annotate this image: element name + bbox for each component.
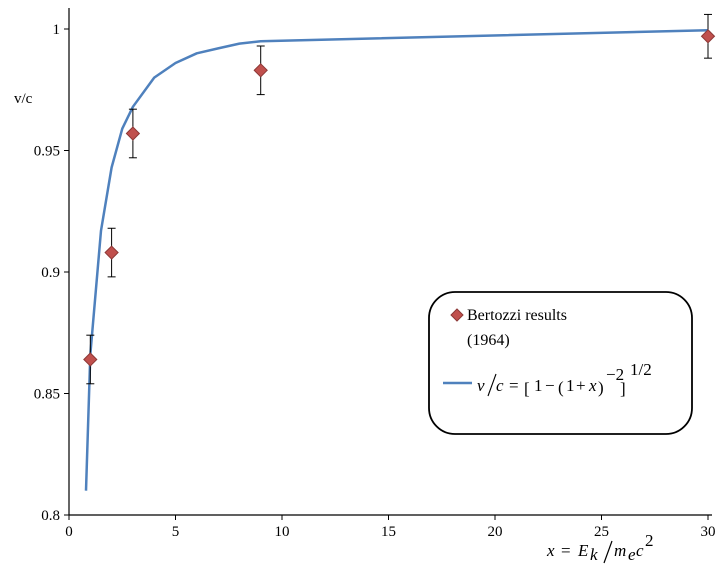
svg-text:x: x — [588, 376, 597, 395]
x-axis-title: x = E k m e c 2 — [546, 531, 654, 564]
x-tick-label: 20 — [488, 524, 503, 540]
svg-text:c: c — [496, 376, 504, 395]
legend-scatter-label-line1: Bertozzi results — [467, 307, 567, 324]
svg-text:): ) — [598, 378, 604, 397]
diamond-marker — [83, 352, 98, 367]
diamond-marker — [700, 29, 716, 44]
svg-text:k: k — [590, 545, 598, 564]
legend-diamond-marker — [450, 308, 464, 322]
y-tick-label: 0.8 — [41, 508, 60, 524]
diamond-marker — [253, 63, 268, 78]
data-point — [700, 13, 716, 59]
x-tick-label: 30 — [701, 524, 716, 540]
x-tick-label: 15 — [381, 524, 396, 540]
svg-text:1: 1 — [534, 376, 543, 395]
svg-text:m: m — [614, 541, 626, 560]
legend: Bertozzi results (1964) v c = [ 1 − ( 1 … — [428, 291, 693, 435]
svg-text:e: e — [628, 545, 636, 564]
svg-text:]: ] — [620, 379, 626, 398]
y-tick-label: 1 — [53, 22, 61, 38]
data-point — [104, 227, 119, 278]
y-tick-label: 0.95 — [34, 144, 60, 160]
svg-text:1/2: 1/2 — [630, 360, 652, 379]
svg-text:1: 1 — [566, 376, 575, 395]
data-point — [125, 108, 141, 159]
legend-line-label: v c = [ 1 − ( 1 + x ) −2 ] 1/2 — [477, 360, 652, 398]
svg-text:=: = — [509, 376, 519, 395]
diamond-marker — [125, 126, 141, 141]
data-point — [253, 45, 268, 96]
svg-text:x: x — [546, 541, 555, 560]
x-tick-label: 10 — [275, 524, 290, 540]
svg-text:E: E — [577, 541, 589, 560]
data-point — [83, 334, 98, 385]
svg-text:2: 2 — [645, 531, 654, 550]
svg-text:−2: −2 — [606, 365, 624, 384]
x-tick-label: 5 — [172, 524, 180, 540]
x-ticks: 0 5 10 15 20 25 30 — [65, 515, 716, 540]
svg-text:v: v — [477, 376, 485, 395]
x-tick-label: 0 — [65, 524, 73, 540]
y-tick-label: 0.85 — [34, 387, 60, 403]
y-tick-label: 0.9 — [41, 265, 60, 281]
axes — [68, 8, 712, 516]
legend-scatter-label-line2: (1964) — [467, 332, 510, 349]
y-axis-title: v/c — [14, 91, 33, 107]
y-ticks: 0.8 0.85 0.9 0.95 1 — [34, 22, 69, 524]
svg-text:(: ( — [558, 378, 564, 397]
svg-text:[: [ — [524, 379, 530, 398]
diamond-marker — [104, 245, 119, 260]
svg-text:+: + — [576, 376, 586, 395]
svg-text:−: − — [545, 376, 555, 395]
x-tick-label: 25 — [594, 524, 609, 540]
legend-box — [428, 291, 693, 435]
svg-text:c: c — [636, 541, 644, 560]
data-points — [83, 13, 716, 385]
model-curve-line — [84, 28, 709, 491]
svg-text:=: = — [561, 541, 571, 560]
